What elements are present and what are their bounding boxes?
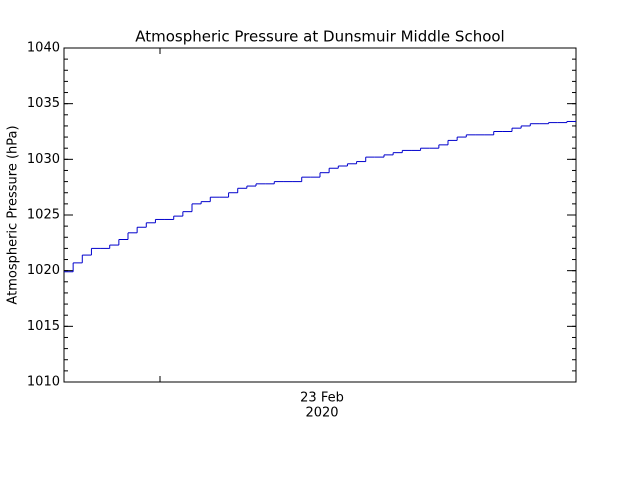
y-axis-label: Atmospheric Pressure (hPa) (6, 125, 21, 304)
y-tick-label: 1035 (27, 96, 60, 111)
x-tick-label: 2020 (305, 406, 338, 421)
x-tick-label: 23 Feb (300, 391, 344, 406)
y-tick-label: 1030 (27, 152, 60, 167)
y-tick-label: 1015 (27, 319, 60, 334)
chart-title: Atmospheric Pressure at Dunsmuir Middle … (135, 28, 504, 46)
y-tick-label: 1010 (27, 375, 60, 390)
y-tick-label: 1040 (27, 41, 60, 56)
y-tick-label: 1020 (27, 263, 60, 278)
y-tick-label: 1025 (27, 208, 60, 223)
